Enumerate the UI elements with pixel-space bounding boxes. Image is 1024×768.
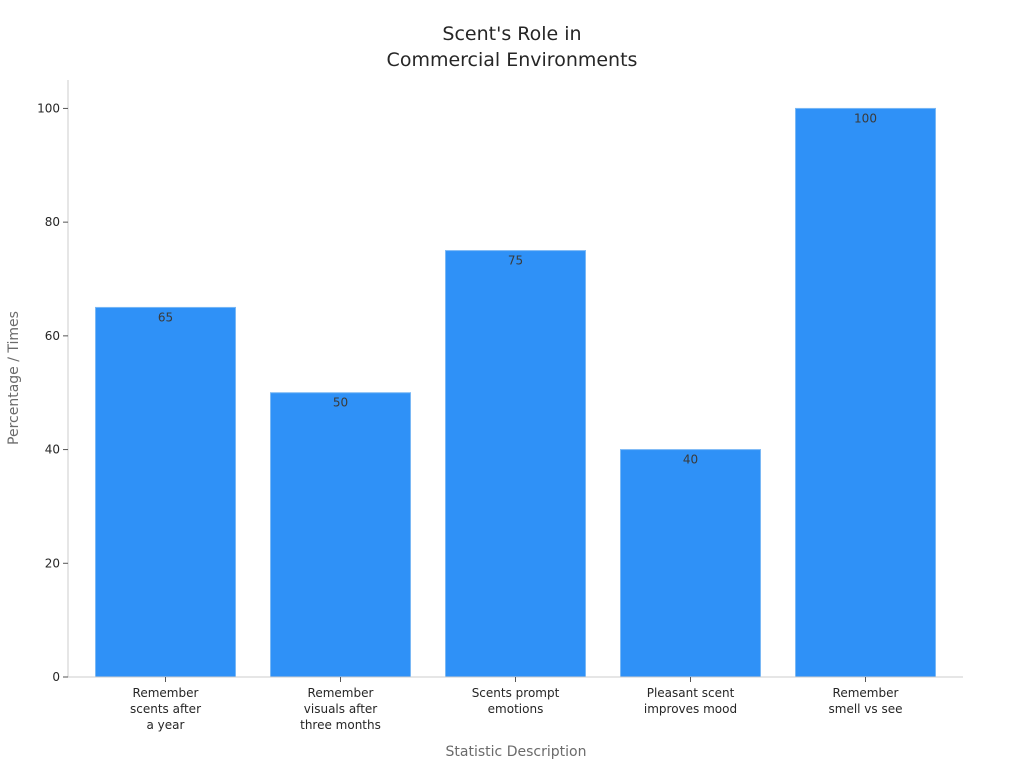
x-tick-label: improves mood <box>644 702 737 716</box>
y-tick-label: 20 <box>45 556 60 570</box>
x-tick-label: Remember <box>133 686 199 700</box>
y-tick-label: 60 <box>45 329 60 343</box>
x-tick-label: Pleasant scent <box>647 686 735 700</box>
y-tick-label: 80 <box>45 215 60 229</box>
bars <box>95 107 936 678</box>
bar <box>270 392 411 678</box>
x-tick-label: Scents prompt <box>472 686 560 700</box>
y-tick-label: 0 <box>52 670 60 684</box>
x-tick-label: scents after <box>130 702 201 716</box>
x-axis-ticks: Remember scents after a year Remember visual… <box>130 677 903 732</box>
bar <box>620 449 761 678</box>
x-tick-label: smell vs see <box>829 702 903 716</box>
bar-value-label: 65 <box>158 310 173 324</box>
x-axis-label: Statistic Description <box>446 744 587 760</box>
bar <box>95 306 236 678</box>
bar-value-label: 40 <box>683 453 698 467</box>
chart-title-line: Commercial Environments <box>387 49 638 71</box>
bar-value-label: 50 <box>333 396 348 410</box>
x-tick-label: three months <box>300 718 381 732</box>
bar <box>795 107 936 678</box>
x-tick-label: Remember <box>833 686 899 700</box>
y-axis-label: Percentage / Times <box>6 311 22 445</box>
x-tick-label: Remember <box>308 686 374 700</box>
y-tick-label: 100 <box>37 101 60 115</box>
x-tick-label: visuals after <box>304 702 378 716</box>
bar-value-label: 75 <box>508 254 523 268</box>
chart-title-line: Scent's Role in <box>442 23 581 45</box>
y-axis-ticks: 0 20 40 60 80 100 <box>37 101 68 684</box>
data-labels: 65 50 75 40 100 <box>158 111 877 466</box>
x-tick-label: emotions <box>488 702 544 716</box>
chart-title: Scent's Role in Commercial Environments <box>387 23 638 71</box>
y-tick-label: 40 <box>45 443 60 457</box>
x-tick-label: a year <box>147 718 185 732</box>
bar <box>445 250 586 678</box>
bar-value-label: 100 <box>854 111 877 125</box>
